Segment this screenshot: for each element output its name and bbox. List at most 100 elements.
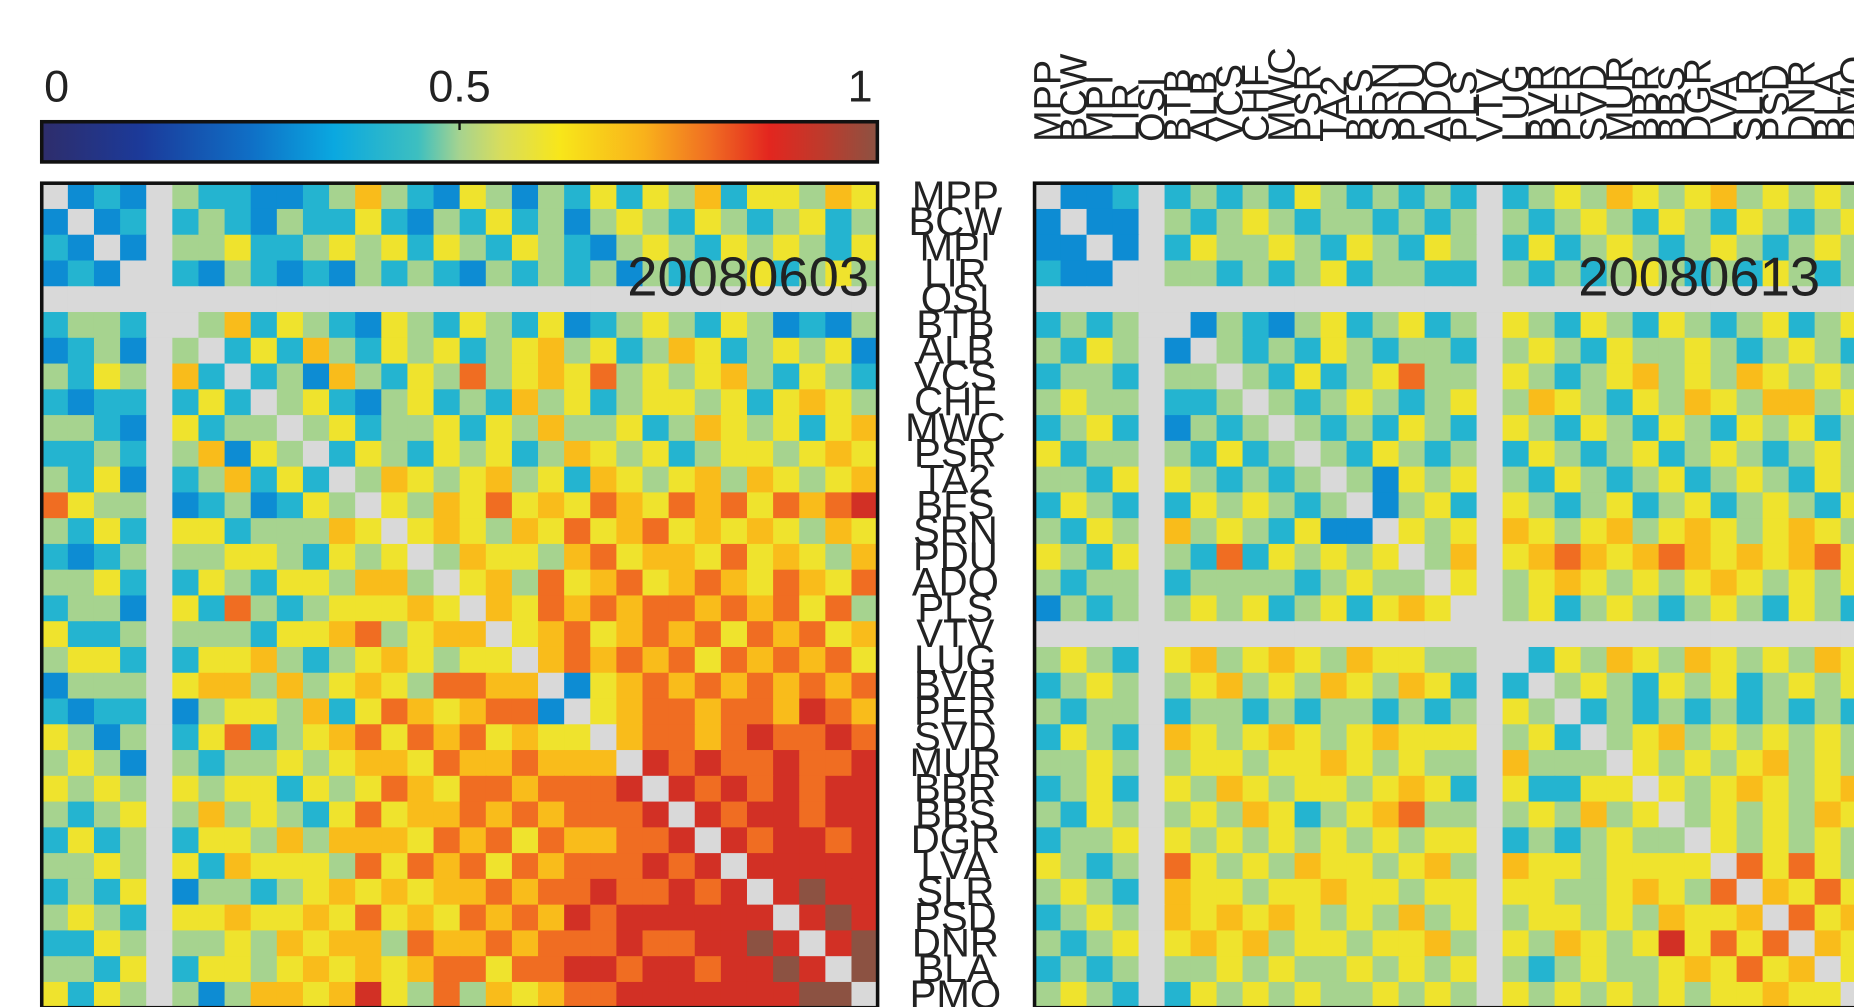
heatmap-cell	[799, 440, 827, 468]
missing-cell	[1294, 440, 1322, 468]
missing-cell	[1112, 260, 1140, 287]
heatmap-cell	[642, 981, 670, 1007]
heatmap-cell	[120, 234, 147, 262]
heatmap-cell	[590, 878, 618, 906]
heatmap-cell	[642, 904, 670, 932]
heatmap-cell	[642, 878, 670, 906]
heatmap-cell	[1216, 595, 1244, 622]
missing-cell	[1476, 234, 1504, 262]
heatmap-cell	[407, 260, 435, 287]
heatmap-cell	[1164, 183, 1192, 210]
heatmap-cell	[485, 853, 513, 880]
heatmap-cell	[694, 415, 722, 442]
heatmap-cell	[1762, 543, 1790, 571]
heatmap-cell	[1294, 183, 1322, 210]
row-label: PLS	[917, 585, 993, 630]
heatmap-cell	[1814, 260, 1842, 287]
heatmap-cell	[381, 595, 409, 622]
heatmap-cell	[1164, 208, 1192, 236]
heatmap-cell	[1112, 183, 1140, 210]
heatmap-cell	[564, 956, 591, 983]
heatmap-cell	[511, 569, 539, 597]
heatmap-cell	[1112, 337, 1140, 365]
heatmap-cell	[616, 724, 644, 751]
heatmap-cell	[1580, 698, 1608, 725]
heatmap-cell	[1632, 466, 1660, 494]
heatmap-cell	[773, 853, 800, 880]
missing-cell	[1658, 621, 1686, 648]
heatmap-cell	[1528, 363, 1556, 391]
heatmap-cell	[799, 853, 827, 880]
heatmap-cell	[746, 981, 774, 1007]
heatmap-cell	[1294, 466, 1322, 494]
missing-cell	[1138, 827, 1166, 854]
heatmap-cell	[1502, 698, 1530, 725]
heatmap-cell	[720, 518, 748, 545]
heatmap-cell	[1424, 363, 1452, 391]
heatmap-cell	[1242, 853, 1270, 880]
heatmap-cell	[851, 518, 879, 545]
missing-cell	[146, 698, 174, 725]
heatmap-cell	[1762, 750, 1790, 777]
heatmap-cell	[1164, 543, 1192, 571]
heatmap-cell	[1424, 415, 1452, 442]
heatmap-cell	[825, 878, 853, 906]
heatmap-cell	[459, 234, 487, 262]
heatmap-cell	[250, 698, 278, 725]
heatmap-cell	[1164, 595, 1192, 622]
heatmap-cell	[851, 466, 879, 494]
heatmap-cell	[329, 518, 356, 545]
heatmap-cell	[799, 569, 827, 597]
missing-cell	[1138, 750, 1166, 777]
heatmap-cell	[590, 801, 618, 829]
heatmap-cell	[746, 312, 774, 339]
heatmap-cell	[1190, 672, 1218, 700]
heatmap-cell	[1060, 595, 1088, 622]
heatmap-cell	[746, 260, 774, 287]
heatmap-cell	[1112, 775, 1140, 803]
heatmap-cell	[1320, 956, 1348, 983]
heatmap-cell	[538, 569, 565, 597]
row-label: BLA	[917, 946, 993, 991]
heatmap-cell	[329, 183, 356, 210]
heatmap-cell	[329, 981, 356, 1007]
heatmap-cell	[1606, 260, 1634, 287]
heatmap-cell	[746, 569, 774, 597]
heatmap-cell	[1632, 337, 1660, 365]
heatmap-cell	[1164, 724, 1192, 751]
heatmap-cell	[433, 183, 461, 210]
heatmap-cell	[93, 312, 121, 339]
missing-cell	[1138, 621, 1166, 648]
heatmap-cell	[302, 827, 330, 854]
heatmap-cell	[276, 183, 304, 210]
missing-cell	[564, 286, 591, 313]
heatmap-cell	[825, 415, 853, 442]
heatmap-cell	[41, 750, 69, 777]
heatmap-cell	[538, 518, 565, 545]
heatmap-cell	[720, 466, 748, 494]
heatmap-cell	[250, 466, 278, 494]
heatmap-cell	[1216, 569, 1244, 597]
heatmap-cell	[825, 312, 853, 339]
heatmap-cell	[1398, 981, 1426, 1007]
heatmap-cell	[799, 363, 827, 391]
heatmap-cell	[1112, 363, 1140, 391]
heatmap-cell	[1554, 389, 1582, 416]
heatmap-cell	[1528, 595, 1556, 622]
missing-cell	[511, 286, 539, 313]
heatmap-cell	[120, 415, 147, 442]
heatmap-cell	[1450, 492, 1478, 519]
heatmap-cell	[276, 827, 304, 854]
heatmap-cell	[1346, 363, 1374, 391]
heatmap-cell	[224, 981, 252, 1007]
missing-cell	[120, 260, 147, 287]
heatmap-cell	[1450, 569, 1478, 597]
column-label: DNR	[1782, 60, 1824, 142]
heatmap-cell	[511, 466, 539, 494]
heatmap-cell	[433, 440, 461, 468]
heatmap-cell	[1268, 389, 1296, 416]
heatmap-cell	[694, 337, 722, 365]
column-label: BLA	[1808, 70, 1850, 142]
heatmap-cell	[720, 363, 748, 391]
heatmap-cell	[224, 724, 252, 751]
